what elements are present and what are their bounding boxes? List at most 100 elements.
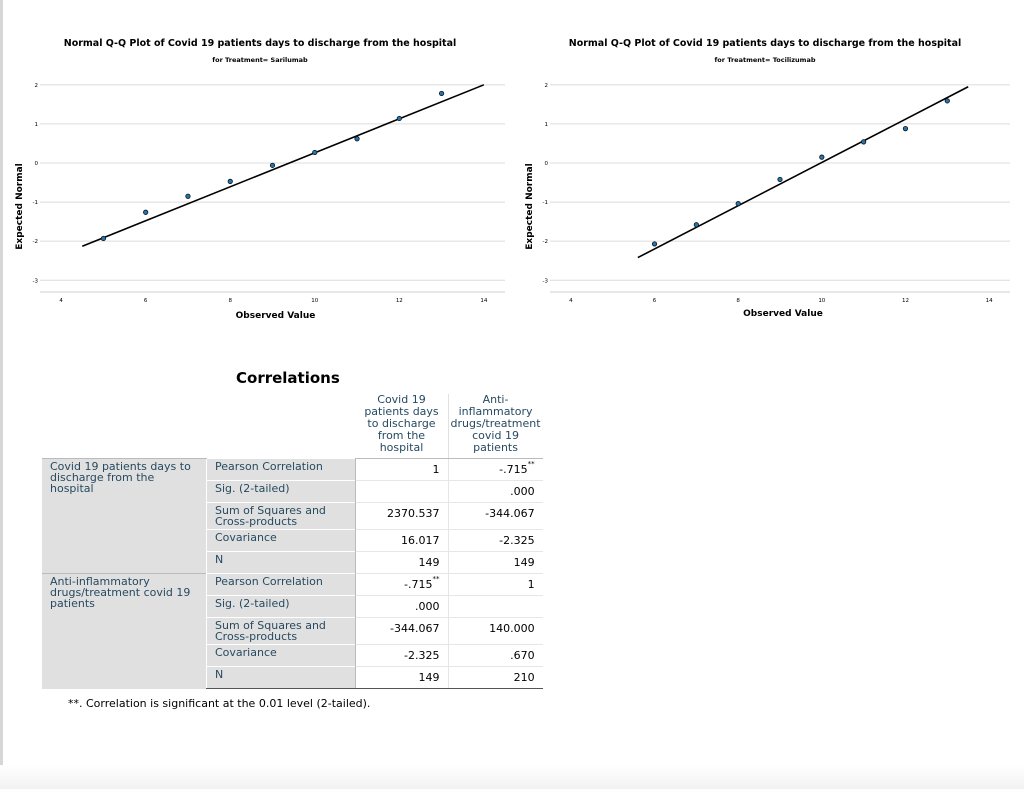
table-header-corner	[42, 394, 356, 459]
table-cell	[355, 480, 448, 503]
cell-value: 1	[527, 578, 535, 591]
correlations-title: Correlations	[236, 369, 340, 387]
y-tick-label: 0	[35, 161, 39, 167]
chart-subtitle: for Treatment= Tocilizumab	[714, 56, 816, 64]
table-cell: -344.067	[355, 617, 448, 645]
y-tick-label: 2	[35, 83, 39, 89]
table-cell: 140.000	[447, 617, 543, 645]
cell-value: 149	[418, 556, 440, 569]
table-row: N 149 210	[42, 666, 543, 689]
table-cell: -.715**	[447, 458, 543, 481]
table-row: Covariance 16.017 -2.325	[42, 529, 543, 552]
table-cell	[447, 595, 543, 618]
x-axis-label: Observed Value	[743, 309, 823, 319]
data-point	[227, 178, 233, 184]
x-tick-label: 8	[228, 298, 232, 304]
x-tick-label: 12	[396, 298, 403, 304]
significance-marker: **	[527, 460, 535, 468]
table-header-row: Covid 19 patients days to discharge from…	[42, 394, 543, 459]
data-point	[100, 235, 107, 242]
x-tick-label: 10	[818, 298, 825, 304]
data-point	[312, 149, 318, 156]
chart-subtitle: for Treatment= Sarilumab	[212, 56, 308, 64]
cell-value: 2370.537	[387, 507, 440, 520]
cell-value: -2.325	[499, 534, 535, 547]
page-bottom-fade	[0, 765, 1024, 789]
chart-title: Normal Q-Q Plot of Covid 19 patients day…	[568, 38, 962, 49]
data-point	[944, 98, 950, 104]
cell-value: .000	[510, 485, 535, 498]
table-cell: .000	[355, 595, 448, 618]
column-header: Covid 19 patients days to discharge from…	[355, 394, 448, 459]
y-tick-label: 1	[545, 122, 549, 128]
statistic-label: Covariance	[206, 644, 356, 667]
cell-value: 149	[418, 671, 440, 684]
table-cell: 149	[447, 551, 543, 574]
statistic-label: Sum of Squares and Cross-products	[206, 617, 356, 645]
data-point	[269, 162, 276, 168]
data-point	[819, 154, 825, 160]
table-row: Covid 19 patients days to discharge from…	[42, 458, 543, 574]
table-cell: .000	[447, 480, 543, 503]
reference-line	[637, 86, 969, 259]
table-cell: 149	[355, 551, 448, 574]
table-row: Sum of Squares and Cross-products 2370.53…	[42, 502, 543, 530]
table-cell: 210	[447, 666, 543, 689]
data-point	[902, 126, 909, 132]
cell-value: 140.000	[489, 622, 535, 635]
statistic-label: N	[206, 551, 356, 574]
x-tick-label: 4	[59, 298, 63, 304]
y-tick-label: 1	[35, 122, 39, 128]
x-tick-label: 6	[653, 298, 657, 304]
cell-value: -.715	[404, 578, 433, 591]
x-tick-label: 14	[986, 298, 993, 304]
data-point	[185, 193, 191, 199]
cell-value: -2.325	[404, 649, 440, 662]
data-point	[735, 201, 741, 207]
data-point	[354, 136, 360, 142]
data-point	[777, 176, 783, 183]
page-left-edge	[0, 0, 3, 789]
significance-marker: **	[432, 575, 440, 583]
table-cell: 149	[355, 666, 448, 689]
x-tick-label: 4	[569, 298, 573, 304]
data-point	[396, 115, 402, 122]
x-tick-label: 10	[311, 298, 318, 304]
cell-value: 16.017	[401, 534, 440, 547]
chart-title: Normal Q-Q Plot of Covid 19 patients day…	[63, 38, 457, 49]
statistic-label: Sig. (2-tailed)	[206, 595, 356, 618]
table-cell: -344.067	[447, 502, 543, 530]
y-tick-label: -3	[543, 278, 549, 284]
row-group-label: Covid 19 patients days to discharge from…	[42, 458, 207, 574]
statistic-label: Sig. (2-tailed)	[206, 480, 356, 503]
cell-value: 210	[513, 671, 535, 684]
x-axis-label: Observed Value	[236, 311, 316, 321]
statistic-label: Sum of Squares and Cross-products	[206, 502, 356, 530]
statistic-label: N	[206, 666, 356, 689]
y-tick-label: -2	[33, 239, 38, 245]
table-row: Sig. (2-tailed) .000	[42, 595, 543, 618]
data-point	[861, 139, 867, 145]
cell-value: 149	[513, 556, 535, 569]
y-tick-label: -1	[33, 200, 38, 206]
cell-value: -.715	[499, 463, 528, 476]
cell-value: .000	[415, 600, 440, 613]
data-point	[143, 209, 149, 215]
qq-plot-tocilizumab: Normal Q-Q Plot of Covid 19 patients day…	[505, 30, 1024, 330]
table-cell: -2.325	[355, 644, 448, 667]
data-point	[651, 241, 658, 247]
table-row: Sig. (2-tailed) .000	[42, 480, 543, 503]
table-row: Covariance -2.325 .670	[42, 644, 543, 667]
x-tick-label: 6	[144, 298, 148, 304]
cell-value: .670	[510, 649, 535, 662]
table-cell: 2370.537	[355, 502, 448, 530]
table-cell: .670	[447, 644, 543, 667]
y-tick-label: 2	[545, 83, 549, 89]
cell-value: 1	[432, 463, 440, 476]
x-tick-label: 12	[902, 298, 909, 304]
x-tick-label: 8	[736, 298, 740, 304]
table-cell: -.715**	[355, 573, 448, 596]
y-axis-label: Expected Normal	[15, 163, 25, 250]
